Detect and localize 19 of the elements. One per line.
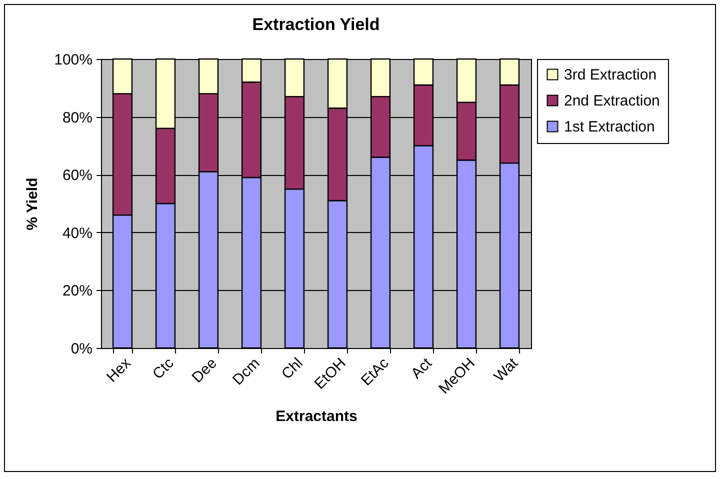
x-axis-title: Extractants <box>276 408 358 425</box>
x-tick-label: Act <box>408 354 436 382</box>
x-tick-label: Dcm <box>229 354 264 389</box>
y-tick-label: 100% <box>54 52 92 68</box>
legend-label: 1st Extraction <box>564 118 655 136</box>
x-tick-label: Hex <box>103 354 135 386</box>
x-tick-label: Wat <box>490 354 522 386</box>
y-axis-title: % Yield <box>24 178 42 230</box>
y-tick-label: 40% <box>62 224 92 242</box>
chart-title: Extraction Yield <box>252 15 380 34</box>
x-tick-label: Ctc <box>149 354 178 383</box>
legend-label: 2nd Extraction <box>564 92 660 110</box>
y-tick-label: 80% <box>62 109 92 126</box>
x-tick-label: Dee <box>188 354 220 386</box>
y-tick-label: 60% <box>62 167 92 184</box>
x-tick-label: Chl <box>278 354 306 383</box>
y-tick-label: 20% <box>62 282 92 300</box>
y-tick-label: 0% <box>70 340 92 358</box>
legend-label: 3rd Extraction <box>564 66 657 84</box>
